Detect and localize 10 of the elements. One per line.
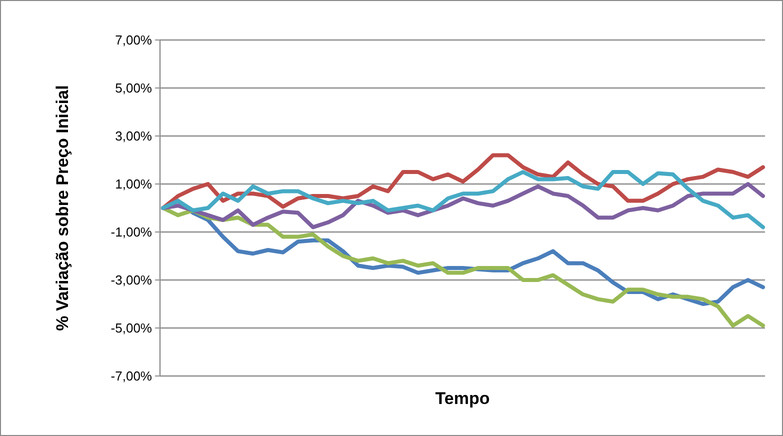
y-tick-label: -3,00%	[110, 272, 152, 288]
y-tick-label: -1,00%	[110, 224, 152, 240]
y-tick-label: 5,00%	[115, 80, 152, 96]
y-tick-label: 3,00%	[115, 128, 152, 144]
y-axis-title: % Variação sobre Preço Inicial	[53, 85, 72, 331]
y-tick-label: -5,00%	[110, 320, 152, 336]
y-tick-label: -7,00%	[110, 368, 152, 384]
x-axis-title: Tempo	[435, 389, 490, 408]
y-tick-label: 1,00%	[115, 176, 152, 192]
y-tick-label: 7,00%	[115, 32, 152, 48]
